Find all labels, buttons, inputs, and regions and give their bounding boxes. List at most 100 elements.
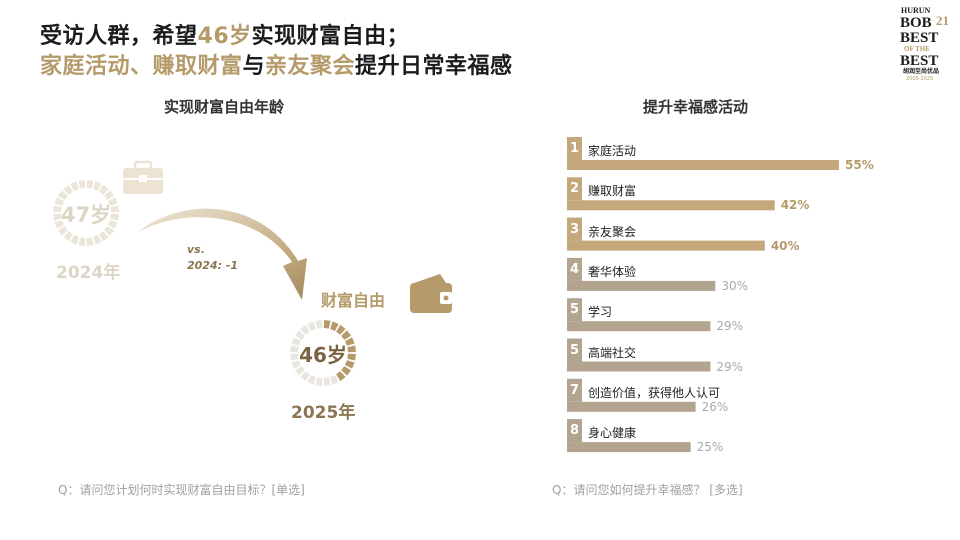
title-line-1-segment: 实现财富自由； bbox=[251, 24, 410, 49]
rank-number: 3 bbox=[569, 221, 580, 237]
rank-box bbox=[567, 298, 582, 322]
ring-segment bbox=[291, 337, 301, 346]
ring-segment bbox=[108, 220, 118, 229]
page-title: 受访人群，希望46岁实现财富自由； 家庭活动、赚取财富与亲友聚会提升日常幸福感 bbox=[40, 22, 513, 82]
percent-label: 40% bbox=[770, 238, 800, 253]
age-2024-value: 47岁 bbox=[60, 203, 112, 227]
bar bbox=[567, 321, 711, 332]
activity-label: 赚取财富 bbox=[588, 184, 637, 199]
ring-segment bbox=[345, 337, 355, 346]
logo-21: 21 bbox=[936, 13, 949, 28]
wallet-icon bbox=[410, 274, 452, 313]
briefcase-icon bbox=[123, 160, 163, 194]
ring-segment bbox=[86, 180, 94, 189]
ring-segment bbox=[57, 226, 68, 236]
title-line-2: 家庭活动、赚取财富与亲友聚会提升日常幸福感 bbox=[40, 52, 513, 82]
happiness-bar-chart bbox=[567, 137, 839, 453]
bar bbox=[567, 280, 716, 291]
ring-segment bbox=[63, 231, 73, 242]
ring-segment bbox=[330, 375, 339, 385]
year-2025-label: 2025年 bbox=[291, 403, 356, 423]
ring-segment bbox=[291, 360, 301, 369]
activity-label: 家庭活动 bbox=[588, 144, 637, 158]
bar bbox=[567, 240, 765, 251]
ring-segment bbox=[300, 371, 310, 382]
ring-segment bbox=[108, 197, 118, 206]
percent-label: 55% bbox=[845, 158, 874, 172]
ring-segment bbox=[99, 184, 109, 195]
activity-label: 奢华体验 bbox=[588, 264, 637, 279]
ring-segment bbox=[53, 213, 62, 221]
ring-segment bbox=[290, 353, 299, 361]
ring-segment bbox=[110, 205, 119, 213]
ring-segment bbox=[93, 235, 102, 245]
percent-label: 26% bbox=[701, 399, 729, 414]
rank-box bbox=[567, 137, 582, 160]
percent-label: 42% bbox=[780, 198, 810, 213]
activity-label: 高端社交 bbox=[588, 345, 637, 360]
rank-box bbox=[567, 378, 582, 402]
ring-segment bbox=[307, 375, 316, 385]
rank-number: 1 bbox=[569, 141, 580, 156]
ring-segment bbox=[323, 377, 331, 386]
vs-label: vs. bbox=[187, 243, 205, 256]
bar bbox=[567, 401, 696, 412]
rank-number: 2 bbox=[569, 181, 580, 197]
percent-label: 29% bbox=[716, 319, 744, 334]
activity-label: 身心健康 bbox=[588, 426, 637, 441]
title-line-1: 受访人群，希望46岁实现财富自由； bbox=[40, 22, 513, 52]
age-ring-2024 bbox=[53, 180, 119, 246]
ring-segment bbox=[104, 190, 115, 200]
ring-segment bbox=[341, 330, 352, 340]
rank-box bbox=[567, 257, 582, 281]
logo-hurun: HURUN bbox=[901, 6, 931, 15]
ring-segment bbox=[300, 324, 310, 335]
percent-label: 25% bbox=[696, 440, 724, 455]
right-section-title: 提升幸福感活动 bbox=[643, 98, 749, 116]
ring-segment bbox=[70, 235, 79, 245]
vs-annotation: vs. 2024: -1 bbox=[187, 242, 238, 274]
ring-segment bbox=[54, 197, 64, 206]
rank-number: 8 bbox=[569, 423, 580, 439]
rank-box bbox=[567, 419, 582, 443]
wealth-freedom-label: 财富自由 bbox=[321, 291, 386, 310]
ring-segment bbox=[330, 321, 339, 331]
ring-segment bbox=[323, 320, 331, 329]
ring-segment bbox=[110, 213, 119, 221]
ring-segment bbox=[93, 181, 102, 191]
activity-label: 亲友聚会 bbox=[588, 224, 637, 239]
ring-segment bbox=[78, 180, 86, 189]
year-2024-label: 2024年 bbox=[56, 263, 121, 283]
left-question: Q：请问您计划何时实现财富自由目标？[单选] bbox=[58, 483, 305, 497]
title-line-1-segment: 受访人群，希望 bbox=[40, 24, 198, 49]
bar bbox=[567, 200, 775, 211]
rank-number: 5 bbox=[569, 342, 580, 358]
ring-segment bbox=[86, 237, 94, 246]
ring-segment bbox=[294, 330, 305, 340]
ring-segment bbox=[78, 237, 86, 246]
ring-segment bbox=[336, 371, 346, 382]
arrow-2024-to-2025 bbox=[138, 208, 307, 300]
title-line-1-segment: 46岁 bbox=[197, 24, 252, 49]
title-line-2-segment: 家庭活动、赚取财富 bbox=[40, 54, 243, 79]
logo-bob: BOB bbox=[900, 15, 932, 31]
rank-number: 5 bbox=[569, 302, 580, 318]
activity-label: 学习 bbox=[588, 305, 613, 320]
ring-segment bbox=[70, 181, 79, 191]
rank-box bbox=[567, 338, 582, 362]
percent-label: 29% bbox=[716, 359, 744, 374]
title-line-2-segment: 提升日常幸福感 bbox=[355, 54, 513, 79]
ring-segment bbox=[347, 345, 356, 353]
ring-segment bbox=[99, 231, 109, 242]
ring-segment bbox=[104, 226, 115, 236]
ring-segment bbox=[290, 345, 299, 353]
logo-best-2: BEST bbox=[900, 53, 938, 69]
vs-delta: 2024: -1 bbox=[187, 259, 239, 272]
ring-segment bbox=[315, 320, 323, 329]
ring-segment bbox=[347, 353, 356, 361]
ring-segment bbox=[53, 205, 62, 213]
age-illustration bbox=[53, 160, 452, 386]
bar bbox=[567, 361, 711, 372]
rank-number: 4 bbox=[569, 261, 580, 277]
ring-segment bbox=[315, 377, 323, 386]
